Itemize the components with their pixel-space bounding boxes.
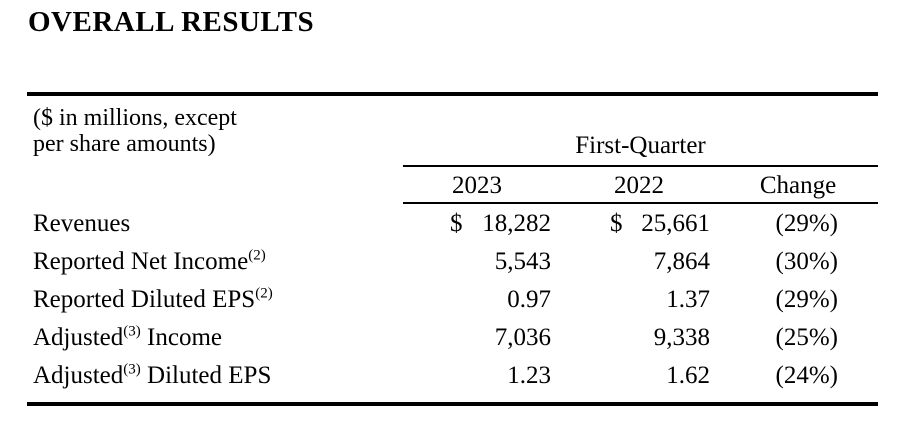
row-label-footnote: (2) xyxy=(255,285,273,302)
row-label-footnote: (2) xyxy=(248,247,266,264)
row-label-text: Adjusted xyxy=(33,362,124,389)
cell-change: (25%) xyxy=(775,324,838,351)
top-rule xyxy=(27,92,878,96)
period-header: First-Quarter xyxy=(575,132,706,159)
column-header-2023: 2023 xyxy=(452,172,502,199)
cell-value: 9,338 xyxy=(653,324,710,351)
row-label-text: Adjusted xyxy=(33,324,124,351)
cell-2023: 7,036 xyxy=(450,319,551,357)
cell-value: 1.62 xyxy=(666,362,710,389)
row-label: Adjusted(3) Income xyxy=(33,319,222,357)
currency-symbol: $ xyxy=(610,210,623,237)
row-label-footnote: (3) xyxy=(123,361,141,378)
cell-value: 25,661 xyxy=(641,210,710,237)
cell-change: (30%) xyxy=(775,248,838,275)
row-label: Reported Diluted EPS(2) xyxy=(33,281,273,319)
cell-value: 7,864 xyxy=(653,248,710,275)
cell-2023: 5,543 xyxy=(450,243,551,281)
bottom-rule xyxy=(27,402,878,406)
table-row-adjusted-diluted-eps: Adjusted(3) Diluted EPS 1.23 1.62 (24%) xyxy=(0,357,900,395)
cell-2023: 1.23 xyxy=(450,357,551,395)
cell-value: 1.23 xyxy=(507,362,551,389)
column-header-2022: 2022 xyxy=(614,172,664,199)
cell-2022: 1.37 xyxy=(610,281,710,319)
header-underline-rule xyxy=(403,202,878,204)
row-label-text: Revenues xyxy=(33,210,131,237)
units-note-line-1: ($ in millions, except xyxy=(33,105,237,131)
cell-2022: 1.62 xyxy=(610,357,710,395)
row-label-suffix: Income xyxy=(140,324,222,351)
row-label: Adjusted(3) Diluted EPS xyxy=(33,357,271,395)
units-note-line-2: per share amounts) xyxy=(33,131,216,157)
cell-value: 18,282 xyxy=(482,210,551,237)
cell-value: 0.97 xyxy=(507,286,551,313)
cell-2023: 0.97 xyxy=(450,281,551,319)
period-underline-rule xyxy=(403,165,878,167)
table-row-revenues: Revenues $18,282 $25,661 (29%) xyxy=(0,205,900,243)
cell-2022: 7,864 xyxy=(610,243,710,281)
cell-change: (29%) xyxy=(775,286,838,313)
row-label: Revenues xyxy=(33,205,130,243)
row-label-suffix: Diluted EPS xyxy=(140,362,272,389)
currency-symbol: $ xyxy=(450,210,463,237)
row-label-footnote: (3) xyxy=(123,323,141,340)
table-row-reported-diluted-eps: Reported Diluted EPS(2) 0.97 1.37 (29%) xyxy=(0,281,900,319)
row-label-text: Reported Net Income xyxy=(33,248,249,275)
table-row-reported-net-income: Reported Net Income(2) 5,543 7,864 (30%) xyxy=(0,243,900,281)
page-title: OVERALL RESULTS xyxy=(28,6,315,38)
cell-value: 1.37 xyxy=(666,286,710,313)
row-label: Reported Net Income(2) xyxy=(33,243,266,281)
cell-2023: $18,282 xyxy=(450,205,551,243)
cell-2022: $25,661 xyxy=(610,205,710,243)
cell-value: 7,036 xyxy=(494,324,551,351)
column-header-change: Change xyxy=(759,172,837,199)
cell-change: (29%) xyxy=(775,210,838,237)
row-label-text: Reported Diluted EPS xyxy=(33,286,256,313)
cell-change: (24%) xyxy=(775,362,838,389)
table-row-adjusted-income: Adjusted(3) Income 7,036 9,338 (25%) xyxy=(0,319,900,357)
cell-2022: 9,338 xyxy=(610,319,710,357)
units-note: ($ in millions, except per share amounts… xyxy=(33,105,237,157)
cell-value: 5,543 xyxy=(494,248,551,275)
